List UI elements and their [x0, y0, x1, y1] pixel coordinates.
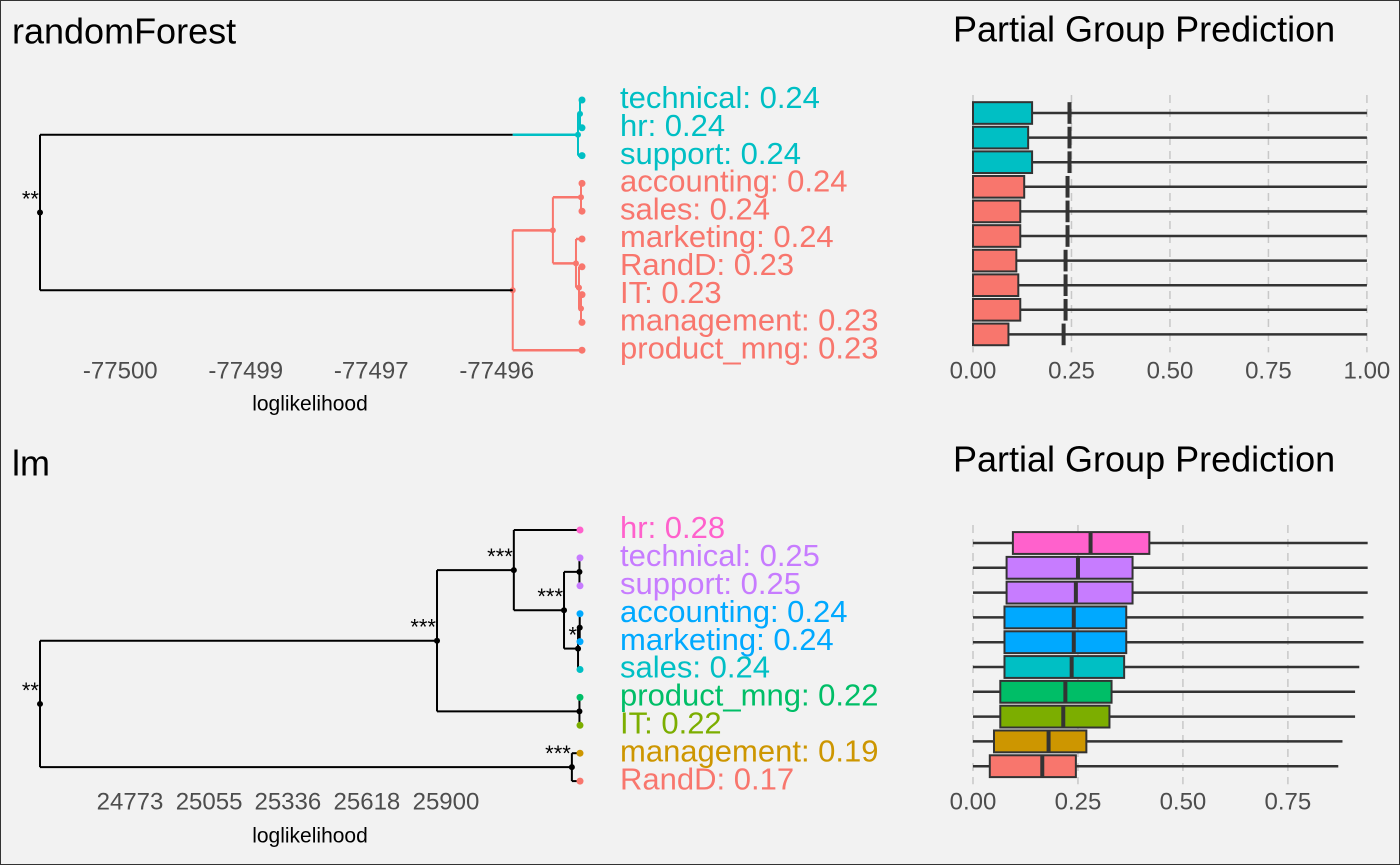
box [972, 273, 1020, 298]
significance-label: *** [487, 544, 513, 569]
box [972, 125, 1030, 150]
significance-label: *** [537, 584, 563, 609]
leaf-label: accounting: 0.24 [620, 164, 848, 199]
box [1003, 605, 1128, 630]
leaf-label: support: 0.25 [620, 566, 801, 601]
box [1005, 555, 1134, 580]
box [1003, 655, 1126, 679]
panel-title: randomForest [12, 11, 236, 52]
box [972, 150, 1034, 175]
x-tick-label: 25336 [254, 788, 321, 815]
x-axis-label: loglikelihood [252, 393, 368, 416]
leaf-label: product_mng: 0.22 [620, 678, 879, 713]
leaf-label: marketing: 0.24 [620, 622, 834, 657]
box [972, 224, 1022, 248]
leaf-point [576, 582, 584, 590]
leaf-point [576, 554, 584, 562]
leaf-point [578, 207, 586, 215]
significance-label: *** [545, 741, 571, 766]
x-tick-label: -77499 [208, 357, 283, 384]
leaf-label: RandD: 0.23 [620, 247, 794, 282]
box [999, 679, 1113, 704]
x-tick-label: 0.50 [1160, 788, 1207, 815]
leaf-point [578, 291, 586, 299]
panel-title: Partial Group Prediction [953, 439, 1335, 480]
leaf-label: technical: 0.25 [620, 538, 820, 573]
leaf-label: support: 0.24 [620, 136, 801, 171]
x-tick-label: -77496 [459, 357, 534, 384]
leaf-point [576, 777, 584, 785]
node-point [37, 700, 43, 707]
box [999, 704, 1111, 729]
box [1005, 580, 1134, 605]
box [972, 101, 1034, 125]
leaf-label: accounting: 0.24 [620, 594, 848, 629]
leaf-point [578, 179, 586, 187]
leaf-label: marketing: 0.24 [620, 219, 834, 254]
box [1011, 531, 1151, 555]
leaf-point [576, 610, 584, 618]
x-tick-label: 0.75 [1265, 788, 1312, 815]
x-tick-label: 24773 [97, 788, 164, 815]
leaf-label: RandD: 0.17 [620, 761, 794, 796]
x-tick-label: 0.00 [950, 357, 997, 384]
leaf-point [576, 638, 584, 646]
box [1003, 630, 1128, 655]
x-tick-label: 0.25 [1048, 357, 1095, 384]
box [972, 297, 1022, 322]
leaf-point [578, 96, 586, 104]
box [972, 199, 1022, 224]
leaf-label: sales: 0.24 [620, 191, 770, 226]
leaf-point [578, 235, 586, 243]
box [988, 754, 1077, 779]
significance-label: ** [22, 678, 40, 703]
leaf-point [578, 346, 586, 354]
leaf-label: technical: 0.24 [620, 80, 820, 115]
significance-label: ** [22, 186, 40, 211]
box [992, 729, 1088, 754]
x-tick-label: -77500 [83, 357, 158, 384]
x-tick-label: 25900 [413, 788, 480, 815]
leaf-point [576, 666, 584, 673]
significance-label: * [568, 622, 577, 647]
leaf-label: IT: 0.22 [620, 705, 722, 740]
x-tick-label: -77497 [334, 357, 409, 384]
leaf-point [576, 693, 584, 701]
panel-title: Partial Group Prediction [953, 9, 1335, 50]
leaf-point [578, 263, 586, 271]
leaf-point [576, 526, 584, 534]
x-tick-label: 0.25 [1055, 788, 1102, 815]
leaf-label: IT: 0.23 [620, 275, 722, 310]
leaf-label: hr: 0.28 [620, 510, 725, 545]
leaf-point [578, 318, 586, 326]
x-tick-label: 0.75 [1245, 357, 1292, 384]
panel-title: lm [12, 443, 50, 484]
leaf-label: management: 0.23 [620, 303, 879, 338]
significance-label: *** [410, 615, 436, 640]
x-tick-label: 0.50 [1147, 357, 1194, 384]
leaf-point [578, 124, 586, 132]
leaf-label: hr: 0.24 [620, 108, 725, 143]
leaf-label: management: 0.19 [620, 733, 879, 768]
leaf-label: sales: 0.24 [620, 650, 770, 685]
leaf-label: product_mng: 0.23 [620, 330, 879, 365]
x-tick-label: 1.00 [1344, 357, 1391, 384]
leaf-point [576, 721, 584, 729]
box [972, 248, 1018, 273]
box [972, 174, 1026, 199]
node-point [37, 209, 43, 216]
leaf-point [578, 152, 586, 160]
box [972, 322, 1010, 347]
x-tick-label: 25618 [334, 788, 401, 815]
x-tick-label: 0.00 [950, 788, 997, 815]
leaf-point [576, 749, 584, 757]
x-axis-label: loglikelihood [252, 825, 368, 848]
x-tick-label: 25055 [176, 788, 243, 815]
